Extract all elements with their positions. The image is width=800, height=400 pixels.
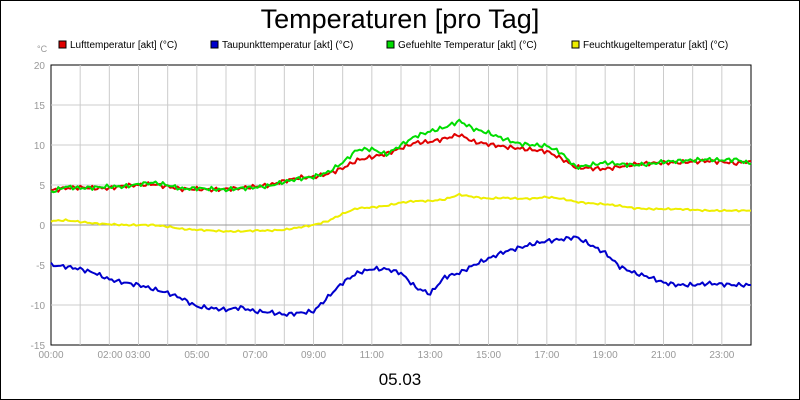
x-tick-label: 13:00 [418, 350, 443, 361]
y-tick-label: -5 [36, 261, 45, 272]
legend-swatch [386, 40, 395, 49]
legend-swatch [58, 40, 67, 49]
x-tick-label: 23:00 [709, 350, 734, 361]
x-tick-label: 15:00 [476, 350, 501, 361]
y-tick-label: 15 [34, 101, 46, 112]
legend-label: Gefuehlte Temperatur [akt] (°C) [398, 40, 537, 51]
x-tick-label: 11:00 [360, 350, 385, 361]
y-tick-label: -10 [31, 301, 46, 312]
x-tick-label: 05:00 [184, 350, 209, 361]
y-tick-label: 20 [34, 61, 46, 72]
x-tick-label: 19:00 [593, 350, 618, 361]
y-axis-unit: °C [37, 44, 48, 54]
legend-label: Taupunkttemperatur [akt] (°C) [222, 40, 353, 51]
chart-title: Temperaturen [pro Tag] [261, 4, 540, 34]
x-tick-label: 02:00 03:00 [98, 350, 151, 361]
x-axis: 00:00 02:00 03:00 05:00 07:00 09:00 11:00 13:0… [38, 350, 734, 361]
series-line-3 [50, 118, 752, 194]
series-line-4 [50, 192, 751, 233]
legend-label: Feuchtkugeltemperatur [akt] (°C) [583, 40, 728, 51]
legend: Lufttemperatur [akt] (°C) Taupunkttempera… [58, 40, 728, 51]
x-tick-label: 17:00 [534, 350, 559, 361]
legend-label: Lufttemperatur [akt] (°C) [70, 40, 177, 51]
x-tick-label: 07:00 [243, 350, 268, 361]
y-tick-label: -15 [31, 341, 46, 352]
date-label: 05.03 [379, 370, 422, 389]
y-tick-label: 0 [39, 221, 45, 232]
y-tick-label: 10 [34, 141, 46, 152]
y-tick-label: 5 [39, 181, 45, 192]
legend-swatch [210, 40, 219, 49]
x-tick-label: 21:00 [651, 350, 676, 361]
y-axis: -15 -10 -5 0 5 10 15 20 [31, 61, 46, 352]
legend-swatch [571, 40, 580, 49]
x-tick-label: 09:00 [301, 350, 326, 361]
x-tick-label: 00:00 [38, 350, 63, 361]
series-line-2 [50, 235, 751, 317]
series-layer [50, 118, 752, 317]
